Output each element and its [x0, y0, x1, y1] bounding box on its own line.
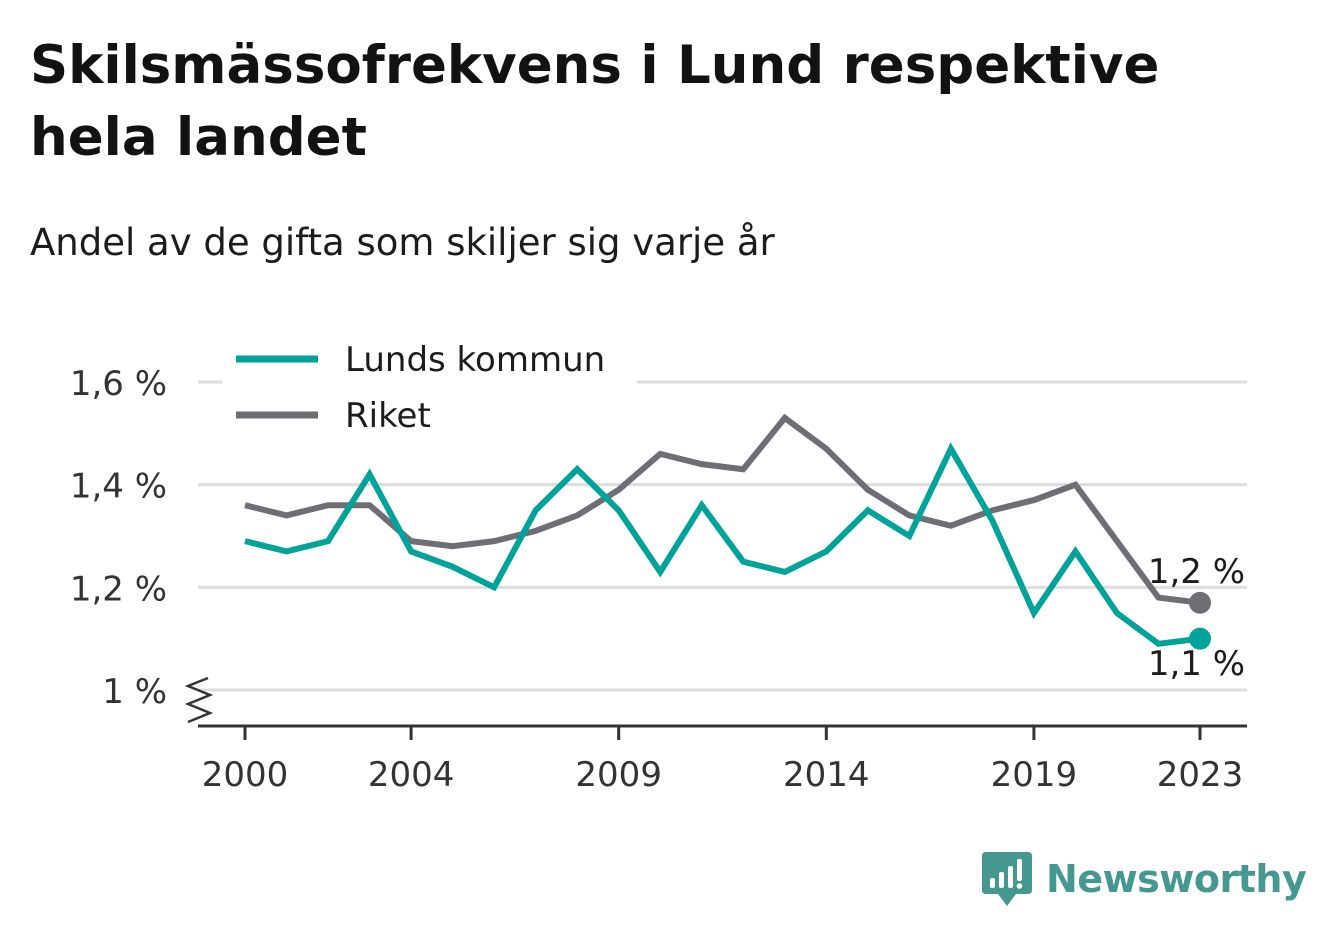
x-tick-label: 2000	[202, 755, 289, 795]
x-tick-label: 2014	[783, 755, 870, 795]
end-point-riket	[1189, 591, 1211, 614]
x-tick-label: 2009	[575, 755, 662, 795]
series-lines	[244, 413, 1211, 650]
legend-background	[222, 336, 637, 442]
brand-name: Newsworthy	[1046, 857, 1307, 901]
newsworthy-logo: Newsworthy	[980, 848, 1307, 910]
y-tick-label: 1 %	[102, 672, 167, 712]
x-tick-label: 2004	[368, 755, 455, 795]
y-tick-label: 1,6 %	[70, 364, 167, 404]
y-tick-label: 1,2 %	[70, 569, 167, 609]
axis-break-icon	[184, 676, 214, 724]
legend-label-lund: Lunds kommun	[345, 340, 605, 380]
series-line-lund	[244, 442, 1201, 647]
x-tick-label: 2023	[1157, 755, 1244, 795]
end-labels: 1,2 % 1,1 %	[1148, 552, 1245, 684]
newsworthy-logo-icon	[982, 852, 1032, 906]
x-tick-label: 2019	[991, 755, 1078, 795]
end-label-lund: 1,1 %	[1148, 644, 1245, 684]
chart-title: Skilsmässofrekvens i Lund respektive hel…	[30, 35, 1160, 168]
y-axis-ticks: 1 % 1,2 % 1,4 % 1,6 %	[70, 364, 214, 724]
x-axis: 2000 2004 2009 2014 2019 2023	[198, 724, 1247, 795]
end-point-lund	[1189, 627, 1211, 650]
chart-subtitle: Andel av de gifta som skiljer sig varje …	[30, 221, 775, 264]
end-label-riket: 1,2 %	[1148, 552, 1245, 592]
legend: Lunds kommun Riket	[222, 336, 637, 442]
y-tick-label: 1,4 %	[70, 467, 167, 507]
legend-label-riket: Riket	[345, 396, 431, 436]
